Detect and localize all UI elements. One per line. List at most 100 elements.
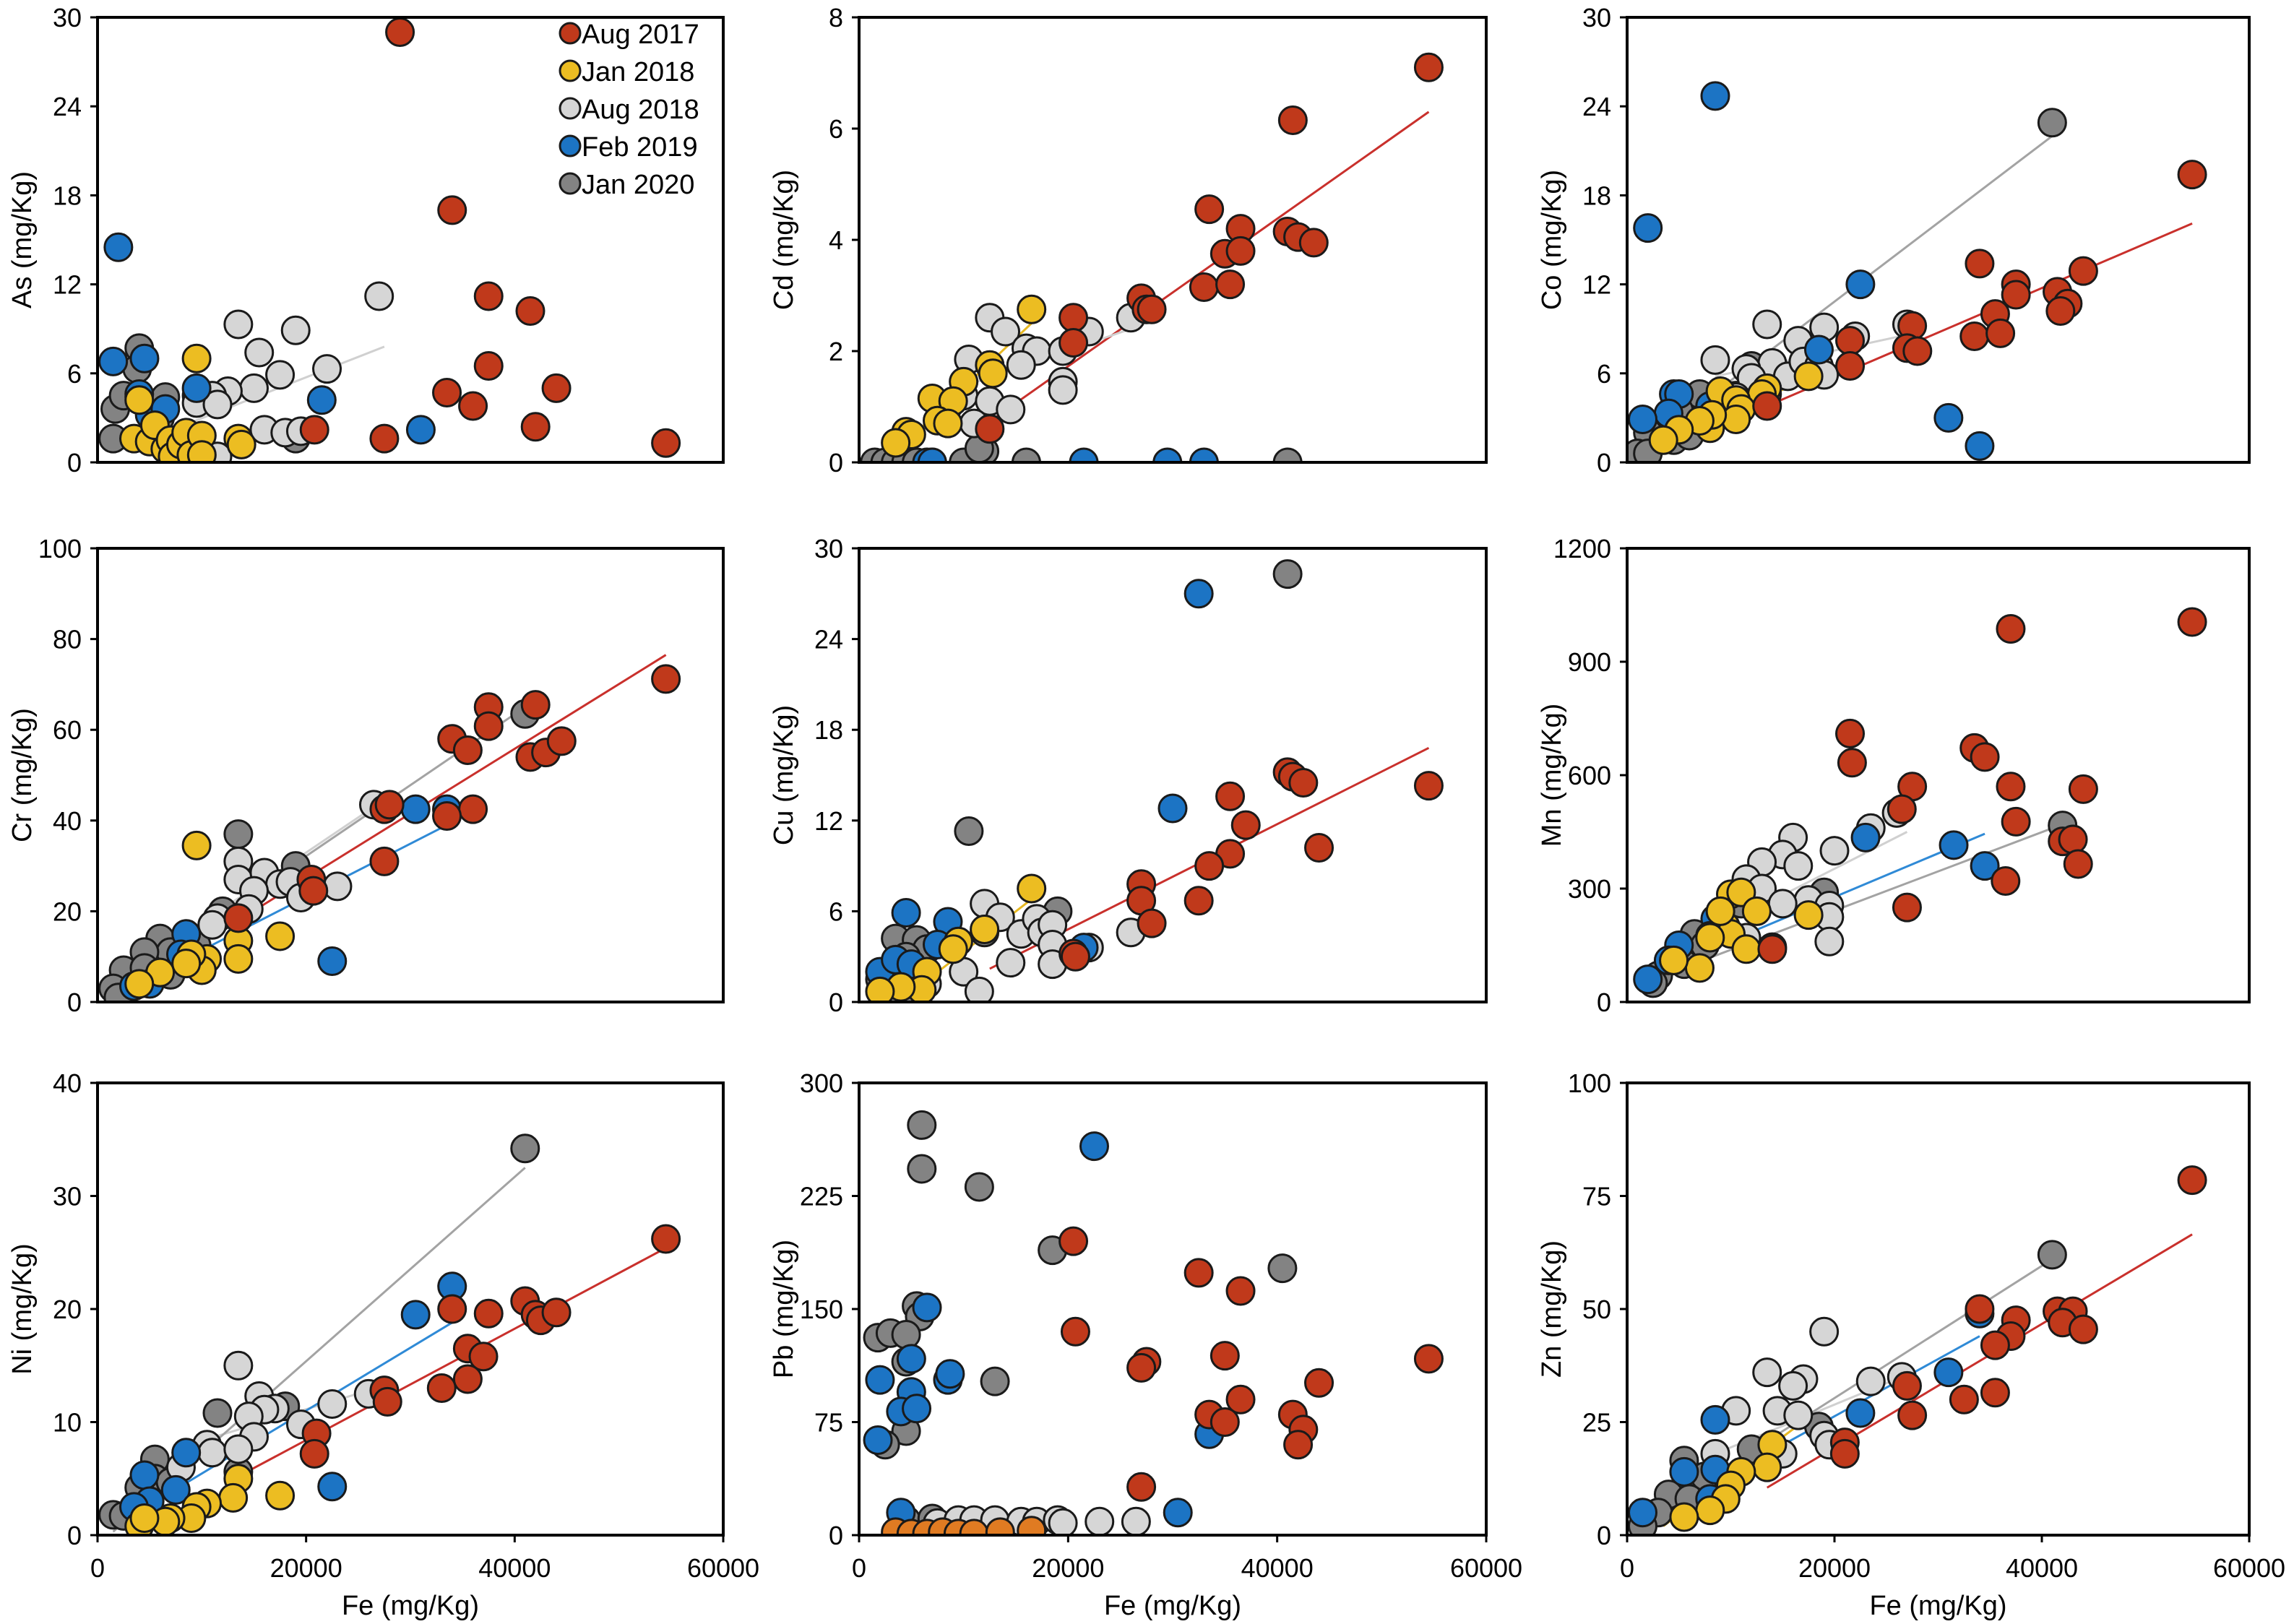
point-feb-2019 bbox=[1700, 1404, 1730, 1435]
y-tick-label: 24 bbox=[53, 92, 82, 121]
point-aug-2017 bbox=[1189, 272, 1219, 302]
y-tick-label: 24 bbox=[1582, 92, 1611, 121]
point-jan-2018 bbox=[1721, 404, 1751, 434]
point-aug-2018 bbox=[223, 1350, 254, 1381]
point-aug-2017 bbox=[1304, 1368, 1334, 1398]
point-aug-2017 bbox=[1209, 1407, 1240, 1437]
point-aug-2018 bbox=[223, 1434, 254, 1464]
point-aug-2017 bbox=[520, 412, 551, 442]
point-aug-2018 bbox=[1809, 1316, 1840, 1347]
point-feb-2019 bbox=[1183, 579, 1214, 609]
point-feb-2019 bbox=[1628, 404, 1658, 434]
point-feb-2019 bbox=[1939, 830, 1969, 860]
point-feb-2019 bbox=[1633, 964, 1663, 995]
plot-area bbox=[1628, 1165, 2207, 1535]
y-tick-label: 4 bbox=[829, 225, 843, 255]
legend: Aug 2017 Jan 2018 Aug 2018 Feb 2019 Jan 2020 bbox=[559, 20, 699, 200]
y-tick-label: 2 bbox=[829, 337, 843, 366]
y-tick-label: 225 bbox=[800, 1182, 843, 1211]
point-aug-2017 bbox=[223, 903, 254, 933]
point-aug-2017 bbox=[2058, 824, 2088, 855]
point-jan-2020 bbox=[1267, 1253, 1298, 1284]
legend-marker-jan-2018 bbox=[559, 59, 582, 82]
trendline-aug-2017 bbox=[994, 111, 1430, 419]
point-aug-2017 bbox=[1991, 866, 2021, 897]
point-aug-2017 bbox=[1965, 1294, 1995, 1324]
point-aug-2017 bbox=[1980, 1330, 2010, 1360]
y-tick-label: 0 bbox=[67, 448, 82, 478]
point-jan-2018 bbox=[1648, 425, 1678, 455]
point-feb-2019 bbox=[863, 1425, 893, 1456]
point-aug-2017 bbox=[1985, 318, 2016, 348]
y-tick-label: 0 bbox=[67, 988, 82, 1017]
point-jan-2020 bbox=[1272, 447, 1303, 462]
point-feb-2019 bbox=[98, 346, 129, 376]
plot-area bbox=[1627, 81, 2207, 462]
plot-frame bbox=[1626, 547, 2251, 1003]
point-aug-2017 bbox=[437, 195, 467, 225]
y-tick-label: 0 bbox=[1597, 448, 1611, 478]
point-feb-2019 bbox=[1700, 81, 1730, 111]
point-jan-2018 bbox=[226, 429, 256, 459]
legend-marker-feb-2019 bbox=[559, 134, 582, 157]
y-tick-label: 12 bbox=[53, 270, 82, 300]
point-aug-2018 bbox=[364, 281, 394, 311]
point-jan-2018 bbox=[933, 408, 963, 439]
point-aug-2017 bbox=[1959, 321, 1990, 351]
y-tick-label: 30 bbox=[1582, 3, 1611, 33]
point-aug-2017 bbox=[1965, 249, 1995, 279]
point-jan-2020 bbox=[1011, 447, 1041, 462]
y-tick-label: 20 bbox=[53, 1295, 82, 1324]
y-tick-label: 150 bbox=[800, 1295, 843, 1324]
plot-frame bbox=[1626, 16, 2251, 464]
y-tick-label: 50 bbox=[1582, 1295, 1611, 1324]
panel-zn: 0 25 50 75 100 Zn (mg/Kg) 0 20000 40000 60000 Fe (… bbox=[1537, 1068, 2285, 1621]
point-feb-2019 bbox=[1933, 402, 1964, 433]
legend-marker-aug-2017 bbox=[559, 22, 582, 45]
plot-frame bbox=[1626, 1081, 2251, 1537]
legend-label: Jan 2018 bbox=[582, 57, 694, 87]
point-aug-2017 bbox=[1413, 52, 1444, 82]
point-aug-2017 bbox=[1225, 1384, 1256, 1414]
point-feb-2019 bbox=[317, 1472, 348, 1502]
point-aug-2017 bbox=[1835, 718, 1866, 748]
point-jan-2018 bbox=[181, 343, 212, 373]
panel-cu: 0 6 12 18 24 30 Cu (mg/Kg) bbox=[769, 534, 1488, 1017]
point-aug-2018 bbox=[1819, 836, 1850, 866]
point-aug-2018 bbox=[239, 373, 269, 403]
point-aug-2018 bbox=[996, 394, 1026, 425]
point-aug-2017 bbox=[1996, 613, 2026, 644]
point-aug-2017 bbox=[468, 1342, 499, 1372]
point-feb-2019 bbox=[317, 946, 348, 976]
point-aug-2017 bbox=[1752, 391, 1782, 421]
y-tick-label: 18 bbox=[53, 181, 82, 210]
point-aug-2017 bbox=[1897, 1400, 1928, 1430]
point-aug-2017 bbox=[2068, 256, 2098, 286]
point-aug-2018 bbox=[1121, 1506, 1151, 1535]
point-jan-2018 bbox=[881, 428, 911, 458]
y-tick-label: 6 bbox=[829, 897, 843, 926]
y-axis-title: Cu (mg/Kg) bbox=[769, 705, 799, 845]
point-feb-2019 bbox=[181, 373, 212, 403]
point-jan-2020 bbox=[891, 1319, 921, 1349]
point-jan-2018 bbox=[265, 921, 296, 951]
point-aug-2017 bbox=[473, 281, 504, 311]
point-aug-2018 bbox=[244, 337, 275, 368]
point-jan-2018 bbox=[978, 358, 1008, 389]
point-feb-2019 bbox=[1157, 793, 1188, 824]
plot-area bbox=[98, 654, 681, 1002]
x-tick-label: 40000 bbox=[478, 1553, 551, 1583]
point-aug-2017 bbox=[2177, 1165, 2207, 1196]
point-aug-2017 bbox=[1886, 794, 1917, 824]
point-aug-2017 bbox=[2045, 296, 2076, 327]
x-tick-label: 40000 bbox=[1241, 1553, 1314, 1583]
point-aug-2017 bbox=[426, 1373, 457, 1404]
point-aug-2017 bbox=[432, 377, 462, 407]
point-jan-2018 bbox=[1705, 896, 1735, 926]
point-jan-2018 bbox=[171, 949, 202, 979]
point-jan-2018 bbox=[938, 934, 968, 964]
point-feb-2019 bbox=[1850, 822, 1881, 852]
point-aug-2018 bbox=[317, 1388, 348, 1419]
y-tick-label: 30 bbox=[53, 3, 82, 33]
